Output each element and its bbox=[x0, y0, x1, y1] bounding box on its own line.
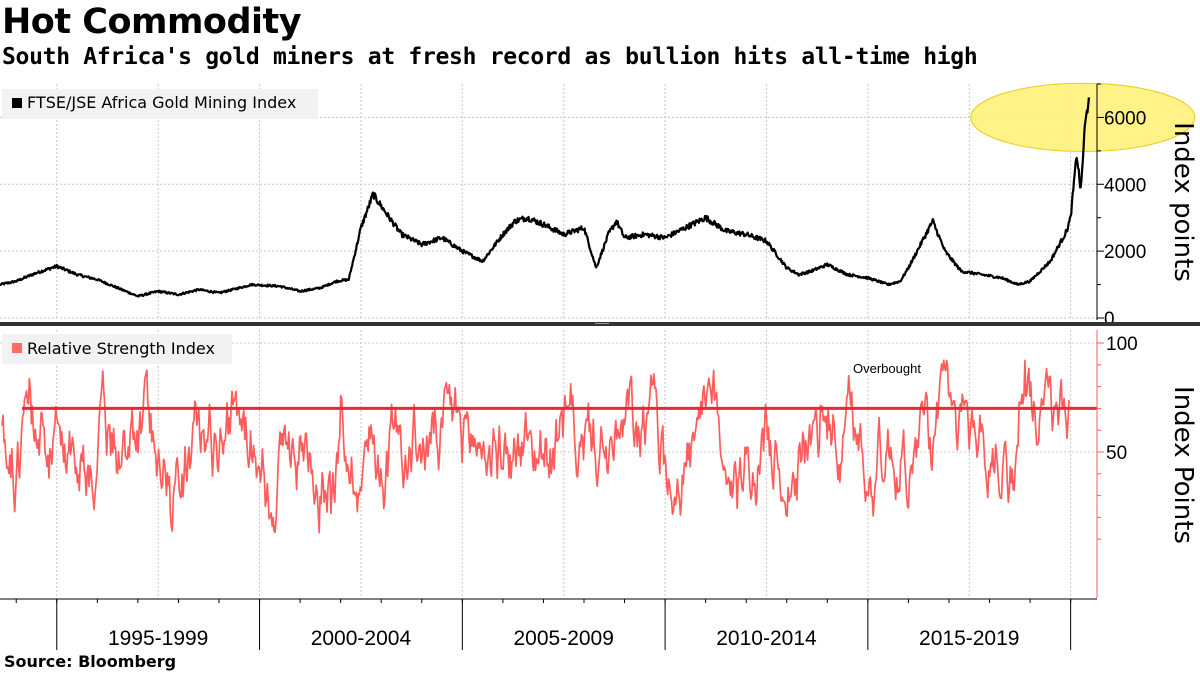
bottom-y-axis: 50 100 bbox=[1096, 330, 1138, 598]
top-legend-label: FTSE/JSE Africa Gold Mining Index bbox=[27, 93, 296, 112]
top-tick-label: 0 bbox=[1104, 309, 1115, 330]
rsi-path bbox=[1, 359, 1070, 534]
bottom-y-axis-title: Index Points bbox=[1168, 386, 1198, 544]
gold-index-path bbox=[0, 97, 1090, 298]
bottom-grid bbox=[0, 330, 1097, 598]
bottom-legend-box bbox=[2, 334, 232, 364]
chart-title: Hot Commodity bbox=[2, 2, 302, 42]
top-tick-label: 6000 bbox=[1104, 108, 1146, 129]
top-tick-label: 2000 bbox=[1104, 242, 1146, 263]
x-period-label: 2015-2019 bbox=[919, 627, 1019, 650]
x-period-label: 2005-2009 bbox=[513, 627, 613, 650]
top-tick-label: 4000 bbox=[1104, 175, 1146, 196]
x-period-label: 2000-2004 bbox=[311, 627, 412, 650]
top-legend-box bbox=[2, 89, 318, 119]
top-y-axis: 0 2000 4000 6000 bbox=[1096, 83, 1146, 330]
x-period-label: 1995-1999 bbox=[108, 627, 208, 650]
top-y-axis-title: Index points bbox=[1168, 122, 1198, 282]
gold-index-line bbox=[0, 97, 1090, 298]
top-legend-swatch bbox=[12, 98, 22, 108]
x-axis: 1995-1999 2000-2004 2005-2009 2010-2014 2015… bbox=[0, 598, 1097, 650]
chart-subtitle: South Africa's gold miners at fresh reco… bbox=[2, 44, 978, 70]
bottom-tick-label: 50 bbox=[1106, 443, 1127, 464]
divider-grip[interactable] bbox=[595, 323, 609, 324]
bottom-legend-label: Relative Strength Index bbox=[27, 339, 215, 358]
overbought-annotation: Overbought bbox=[853, 361, 921, 376]
bottom-legend-swatch bbox=[12, 343, 22, 353]
rsi-line bbox=[1, 359, 1097, 534]
bottom-tick-label: 100 bbox=[1106, 334, 1138, 355]
source-note: Source: Bloomberg bbox=[4, 652, 177, 671]
top-grid bbox=[0, 84, 1097, 319]
x-period-label: 2010-2014 bbox=[716, 627, 817, 650]
